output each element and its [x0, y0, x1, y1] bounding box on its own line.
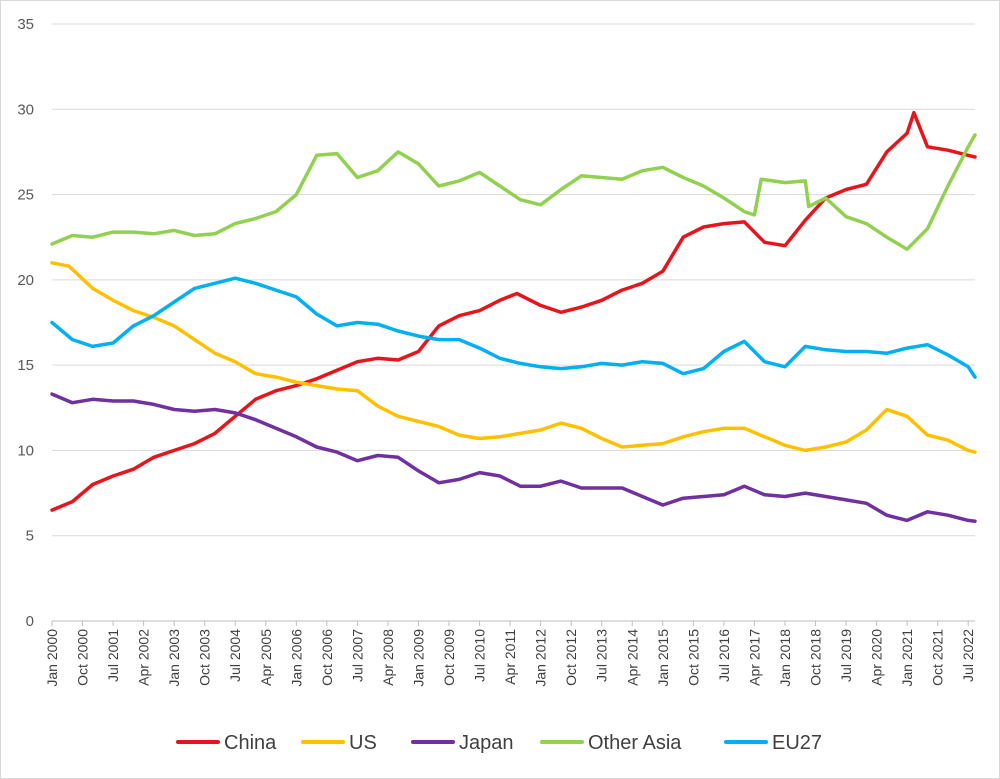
x-tick-label: Apr 2008	[380, 629, 396, 686]
x-tick-label: Oct 2000	[75, 629, 91, 686]
x-tick-label: Jul 2016	[716, 629, 732, 682]
series-line-eu27	[50, 276, 977, 379]
x-tick-label: Apr 2005	[258, 629, 274, 686]
x-tick-label: Jan 2000	[44, 629, 60, 687]
x-tick-label: Jul 2007	[349, 629, 365, 682]
x-tick-label: Jan 2003	[166, 629, 182, 687]
x-tick-label: Oct 2009	[441, 629, 457, 686]
x-tick-label: Jan 2021	[899, 629, 915, 687]
y-tick-label: 15	[17, 357, 34, 374]
legend-label-other-asia: Other Asia	[588, 732, 682, 754]
x-tick-label: Oct 2018	[808, 629, 824, 686]
x-tick-label: Jan 2012	[533, 629, 549, 687]
legend: China US Japan Other Asia EU27	[176, 732, 822, 754]
x-tick-label: Apr 2002	[136, 629, 152, 686]
x-tick-label: Jan 2006	[288, 629, 304, 687]
x-tick-label: Jul 2004	[227, 629, 243, 682]
x-tick-label: Oct 2021	[930, 629, 946, 686]
y-tick-label: 30	[17, 101, 34, 118]
y-tick-label: 5	[26, 528, 34, 545]
x-tick-label: Jul 2010	[472, 629, 488, 682]
x-tick-label: Oct 2003	[197, 629, 213, 686]
y-tick-label: 25	[17, 187, 34, 204]
x-tick-label: Apr 2020	[869, 629, 885, 686]
x-tick-label: Apr 2014	[624, 629, 640, 686]
x-tick-label: Jul 2019	[838, 629, 854, 682]
x-tick-label: Oct 2015	[685, 629, 701, 686]
x-tick-label: Apr 2011	[502, 629, 518, 685]
y-tick-label: 20	[17, 272, 34, 289]
legend-label-eu27: EU27	[772, 732, 822, 754]
series-line-japan	[50, 392, 977, 523]
x-axis: Jan 2000 Oct 2000 Jul 2001 Apr 2002 Jan 2003…	[44, 621, 976, 687]
series-line-us	[50, 261, 977, 454]
legend-label-china: China	[224, 732, 277, 754]
y-tick-label: 0	[26, 613, 34, 630]
legend-label-us: US	[349, 732, 377, 754]
series-line-china	[50, 110, 977, 512]
y-axis: 0 5 10 15 20 25 30 35	[17, 16, 34, 630]
x-tick-label: Jan 2009	[410, 629, 426, 687]
x-tick-label: Oct 2006	[319, 629, 335, 686]
x-tick-label: Jul 2013	[594, 629, 610, 682]
series-line-other-asia	[50, 133, 977, 251]
series-lines	[50, 110, 977, 523]
x-tick-label: Jul 2022	[960, 629, 976, 682]
x-tick-label: Oct 2012	[563, 629, 579, 686]
x-tick-label: Jan 2015	[655, 629, 671, 687]
x-tick-label: Apr 2017	[746, 629, 762, 686]
x-tick-label: Jan 2018	[777, 629, 793, 687]
y-tick-label: 10	[17, 442, 34, 459]
x-tick-label: Jul 2001	[105, 629, 121, 682]
y-tick-label: 35	[17, 16, 34, 33]
legend-label-japan: Japan	[459, 732, 514, 754]
